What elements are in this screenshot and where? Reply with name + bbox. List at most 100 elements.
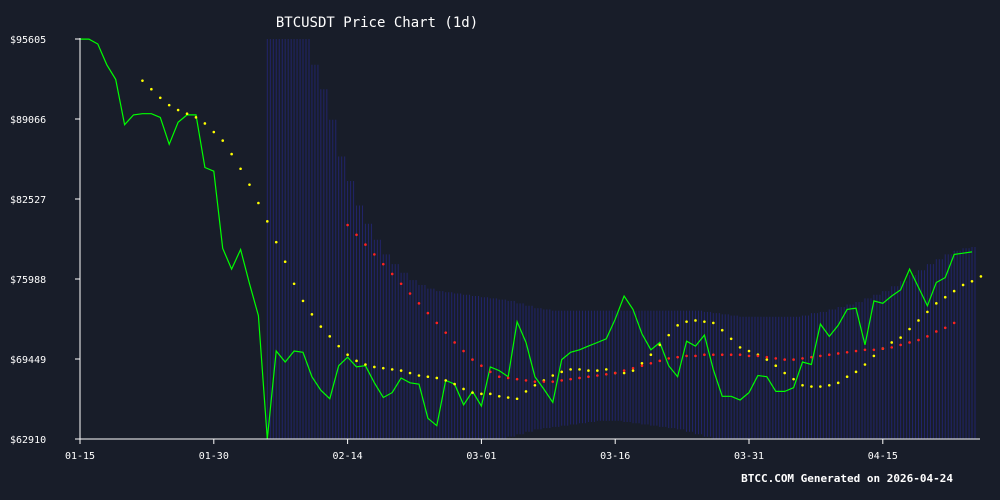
y-tick-label: $75988	[10, 275, 46, 286]
ma-point	[167, 103, 171, 107]
ma-point	[578, 368, 581, 371]
ma-point	[658, 343, 662, 347]
y-tick-label: $95605	[10, 35, 46, 46]
price-line	[80, 38, 973, 440]
ma-point	[453, 341, 456, 344]
ma-point	[230, 152, 233, 156]
ma-point	[283, 260, 287, 264]
ma-point	[622, 369, 626, 372]
ma-point	[515, 397, 519, 401]
ma-point	[560, 379, 563, 382]
x-tick-label: 03-31	[734, 451, 764, 462]
ma-point	[801, 357, 804, 360]
x-tick-label: 01-15	[65, 451, 95, 462]
ma-point	[836, 381, 840, 385]
ma-point	[738, 353, 742, 357]
ma-point	[667, 333, 671, 337]
ma-point	[417, 374, 421, 377]
ma-point	[150, 87, 153, 91]
series-layer	[80, 38, 983, 440]
ma-point	[712, 321, 715, 325]
ma-point	[239, 167, 242, 171]
ma-point	[310, 313, 314, 316]
ma-point	[649, 353, 653, 357]
ma-point	[685, 320, 688, 323]
x-tick-label: 01-30	[199, 451, 229, 462]
volatility-band	[266, 39, 976, 439]
ma-point	[399, 369, 403, 372]
ma-point	[390, 272, 394, 276]
ma-point	[703, 353, 706, 357]
ma-point	[792, 377, 795, 381]
ma-point	[720, 328, 724, 332]
ma-point	[863, 348, 867, 352]
ma-point	[373, 365, 376, 369]
ma-point	[480, 392, 483, 396]
ma-point	[596, 369, 599, 372]
ma-point	[970, 280, 974, 283]
ma-point	[792, 358, 795, 361]
ma-point	[756, 354, 760, 358]
ma-point	[587, 369, 590, 372]
ma-point	[694, 354, 697, 358]
ma-point	[783, 371, 786, 375]
y-tick-label: $82527	[10, 195, 46, 206]
ma-point	[943, 326, 947, 330]
ma-point	[783, 358, 786, 361]
ma-point	[355, 233, 358, 237]
ma-point	[961, 283, 965, 287]
ma-point	[453, 382, 456, 386]
ma-point	[569, 368, 572, 371]
ma-point	[292, 282, 296, 286]
ma-point	[328, 335, 332, 338]
ma-point	[649, 361, 653, 365]
ma-point	[747, 354, 751, 358]
ma-point	[952, 321, 956, 325]
ma-point	[346, 353, 349, 357]
ma-point	[604, 368, 608, 371]
ma-point	[765, 355, 769, 359]
ma-point	[373, 253, 376, 256]
ma-point	[863, 363, 867, 366]
ma-point	[640, 364, 644, 368]
ma-point	[854, 370, 858, 374]
ma-point	[640, 361, 644, 365]
ma-point	[908, 327, 911, 331]
ma-point	[819, 385, 822, 388]
ma-point	[462, 349, 465, 353]
ma-point	[417, 302, 421, 305]
ma-point	[551, 374, 555, 377]
ma-point	[266, 220, 269, 223]
ma-point	[738, 346, 742, 349]
ma-point	[364, 363, 367, 366]
ma-point	[729, 353, 733, 357]
ma-point	[185, 112, 189, 115]
ma-point	[444, 331, 448, 334]
ma-point	[489, 370, 492, 374]
ma-point	[426, 311, 430, 315]
ma-point	[399, 282, 403, 286]
ma-point	[774, 357, 778, 360]
ma-point	[729, 337, 733, 341]
ma-point	[274, 240, 278, 244]
ma-point	[212, 130, 216, 134]
ma-point	[506, 376, 510, 380]
ma-point	[364, 243, 367, 246]
ma-point	[810, 355, 813, 359]
ma-point	[257, 201, 260, 205]
y-axis: $95605 $89066 $82527 $75988 $69449 $62910	[10, 35, 80, 446]
ma-point	[471, 358, 474, 361]
ma-point	[685, 354, 688, 358]
ma-point	[890, 346, 894, 349]
ma-point	[524, 390, 528, 393]
ma-point	[703, 320, 706, 323]
ma-point	[587, 375, 590, 379]
ma-point	[622, 371, 626, 375]
ma-point	[435, 376, 439, 380]
ma-point	[899, 343, 902, 347]
ma-point	[533, 380, 537, 383]
ma-point	[542, 380, 546, 383]
ma-point	[712, 353, 715, 357]
ma-point	[747, 349, 751, 353]
ma-point	[845, 350, 849, 354]
